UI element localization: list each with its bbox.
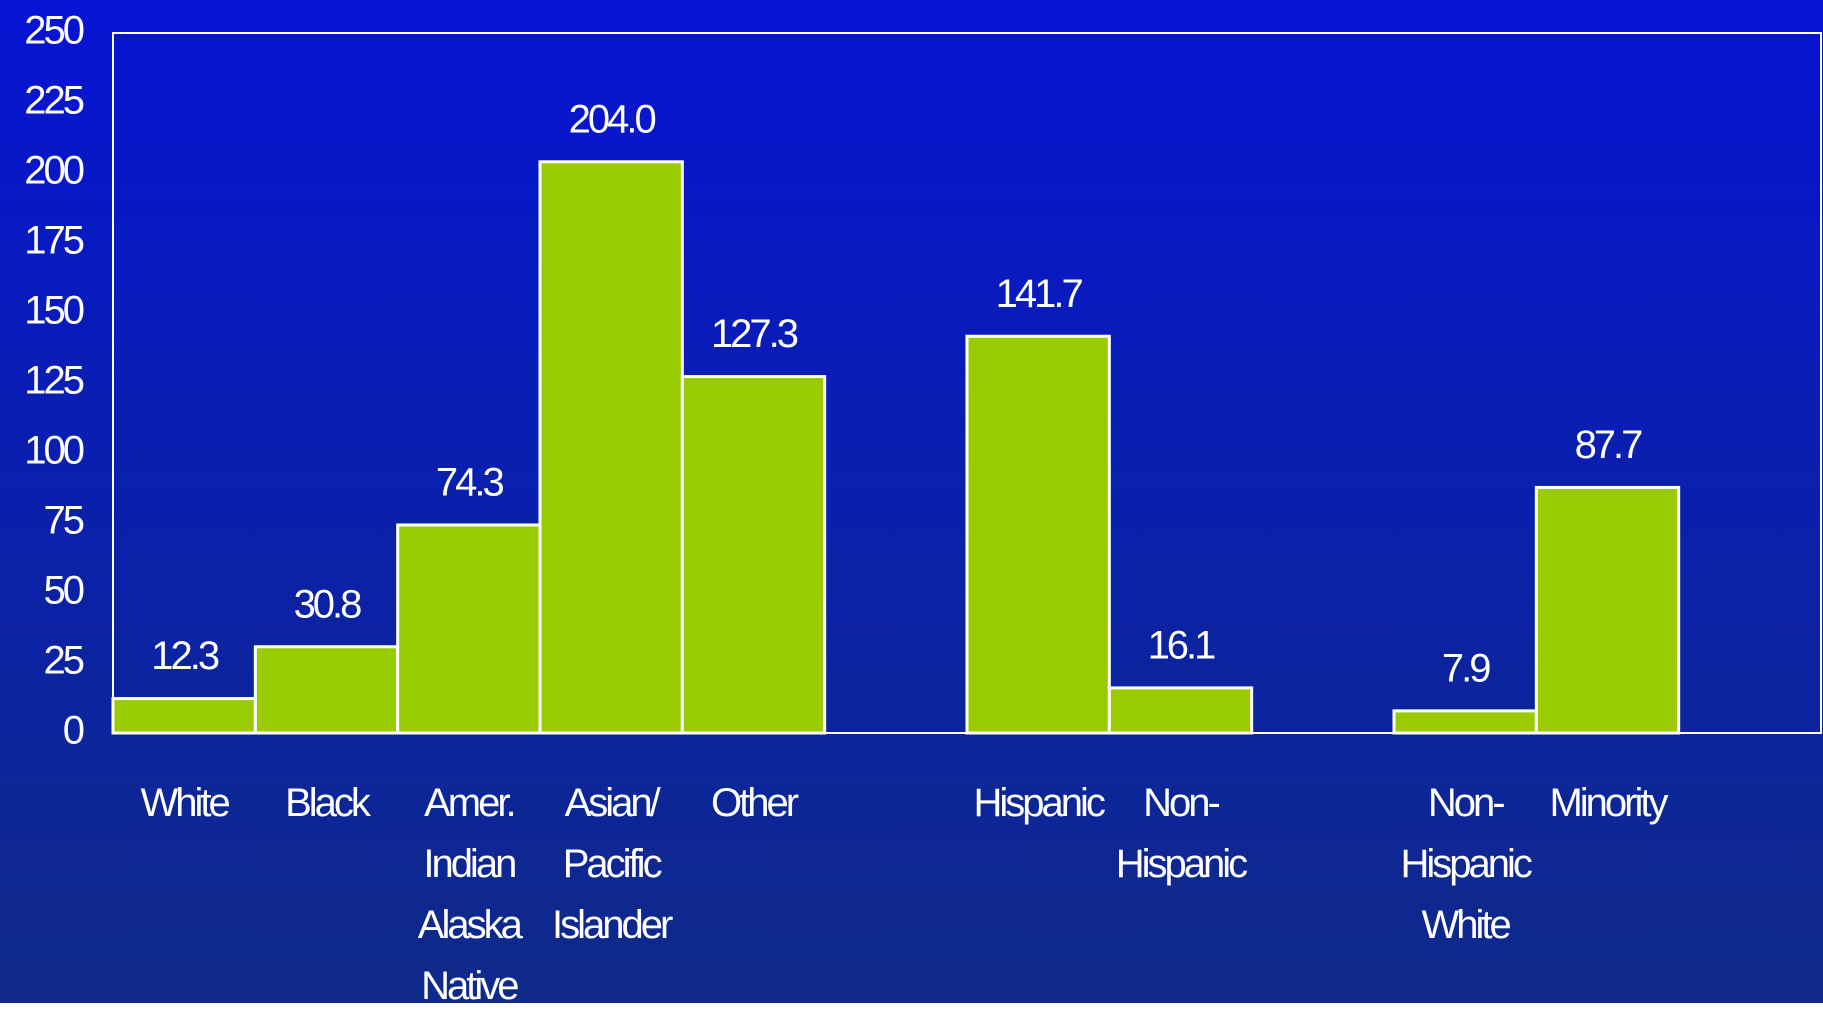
value-label: 16.1 bbox=[1148, 623, 1216, 667]
y-tick-label: 200 bbox=[24, 149, 83, 193]
x-tick-label: White bbox=[140, 781, 231, 825]
y-tick-label: 100 bbox=[24, 429, 83, 473]
bar bbox=[1392, 709, 1538, 735]
value-label: 30.8 bbox=[294, 582, 362, 626]
bar bbox=[965, 334, 1111, 735]
bar bbox=[538, 160, 684, 735]
y-tick-label: 225 bbox=[24, 79, 83, 123]
bar bbox=[1107, 686, 1254, 735]
y-tick-label: 75 bbox=[44, 499, 84, 543]
x-tick-label: Black bbox=[285, 781, 371, 825]
value-label: 87.7 bbox=[1575, 423, 1643, 467]
y-tick-label: 25 bbox=[44, 639, 84, 683]
y-tick-label: 125 bbox=[24, 359, 83, 403]
x-tick-label: Hispanic bbox=[973, 781, 1105, 825]
bar bbox=[1534, 485, 1681, 735]
bar bbox=[396, 523, 542, 735]
x-tick-label: Asian/ Pacific Islander bbox=[552, 781, 673, 947]
x-tick-label: Minority bbox=[1549, 781, 1668, 825]
x-tick-label: Non- Hispanic White bbox=[1400, 781, 1532, 947]
y-tick-label: 250 bbox=[24, 9, 83, 53]
x-tick-label: Other bbox=[710, 781, 799, 825]
value-label: 204.0 bbox=[569, 97, 656, 141]
y-tick-label: 175 bbox=[24, 219, 83, 263]
value-label: 7.9 bbox=[1442, 646, 1490, 690]
x-tick-label: Amer. Indian Alaska Native bbox=[417, 781, 523, 1008]
y-tick-label: 0 bbox=[63, 709, 84, 753]
bar bbox=[680, 375, 827, 735]
value-label: 127.3 bbox=[711, 312, 798, 356]
bar bbox=[111, 697, 257, 735]
y-tick-label: 50 bbox=[44, 569, 84, 613]
value-label: 12.3 bbox=[151, 634, 219, 678]
value-label: 141.7 bbox=[996, 272, 1083, 316]
x-tick-label: Non- Hispanic bbox=[1115, 781, 1248, 886]
value-label: 74.3 bbox=[436, 461, 504, 505]
bar bbox=[253, 645, 400, 735]
y-tick-label: 150 bbox=[24, 289, 83, 333]
